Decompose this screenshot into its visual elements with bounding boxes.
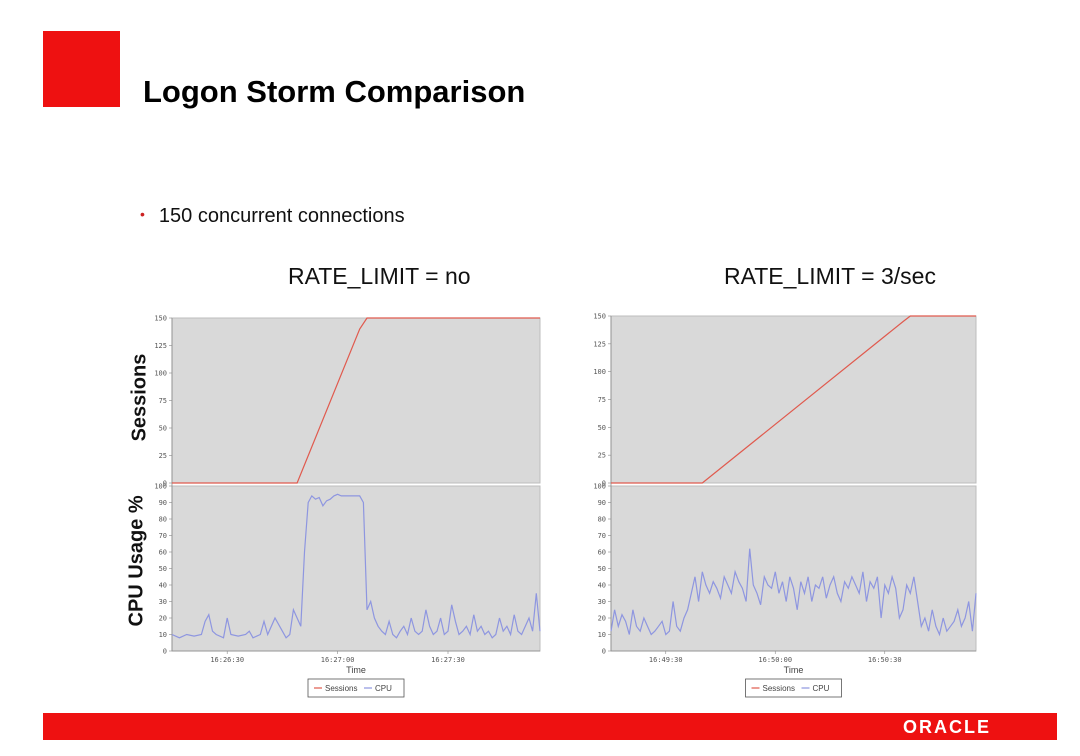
cpu-y-tick-label: 30 xyxy=(159,598,167,606)
bullet-item: • 150 concurrent connections xyxy=(140,205,405,228)
left-chart-title: RATE_LIMIT = no xyxy=(288,263,471,289)
cpu-y-tick-label: 10 xyxy=(159,631,167,639)
legend-label: Sessions xyxy=(763,684,795,693)
sessions-y-tick-label: 100 xyxy=(593,368,606,376)
x-tick-label: 16:26:30 xyxy=(210,656,244,664)
cpu-y-tick-label: 40 xyxy=(159,582,167,590)
cpu-plot-area xyxy=(610,485,977,652)
sessions-y-tick-label: 0 xyxy=(163,480,167,488)
cpu-plot-area xyxy=(171,485,541,652)
sessions-y-tick-label: 150 xyxy=(154,315,167,323)
slide-title: Logon Storm Comparison xyxy=(143,74,526,109)
x-tick-label: 16:50:00 xyxy=(758,656,792,664)
oracle-logo: ORACLE xyxy=(903,717,991,737)
cpu-y-tick-label: 100 xyxy=(154,483,167,491)
sessions-y-tick-label: 0 xyxy=(602,480,606,488)
sessions-y-tick-label: 75 xyxy=(159,397,167,405)
left-chart: 0 25 50 75 100 125 150 0 10 20 30 40 50 60 70 80 90 100 16… xyxy=(154,315,541,698)
cpu-y-tick-label: 80 xyxy=(598,516,606,524)
cpu-y-tick-label: 20 xyxy=(598,615,606,623)
sessions-y-tick-label: 100 xyxy=(154,370,167,378)
cpu-y-tick-label: 60 xyxy=(159,549,167,557)
cpu-series-line xyxy=(610,548,977,637)
sessions-plot-area xyxy=(171,317,541,484)
sessions-y-tick-label: 50 xyxy=(598,424,606,432)
sessions-y-tick-label: 150 xyxy=(593,313,606,321)
x-axis-title: Time xyxy=(784,665,804,675)
sessions-y-tick-label: 50 xyxy=(159,425,167,433)
cpu-y-tick-label: 50 xyxy=(598,565,606,573)
right-chart: 0 25 50 75 100 125 150 0 10 20 30 40 50 60 70 80 90 100 16… xyxy=(593,313,977,698)
footer-bar: ORACLE xyxy=(43,713,1057,740)
legend-label: CPU xyxy=(813,684,830,693)
cpu-y-tick-label: 0 xyxy=(163,648,167,656)
sessions-plot-area xyxy=(610,315,977,484)
cpu-series-line xyxy=(171,493,541,639)
x-axis-title: Time xyxy=(346,665,366,675)
sessions-y-tick-label: 125 xyxy=(154,342,167,350)
legend-box xyxy=(745,678,842,698)
cpu-y-tick-label: 10 xyxy=(598,631,606,639)
cpu-y-tick-label: 40 xyxy=(598,582,606,590)
legend-label: CPU xyxy=(375,684,392,693)
x-tick-label: 16:27:00 xyxy=(321,656,355,664)
cpu-y-tick-label: 90 xyxy=(159,499,167,507)
legend-label: Sessions xyxy=(325,684,357,693)
sessions-series-line xyxy=(172,317,540,484)
x-tick-label: 16:49:30 xyxy=(649,656,683,664)
cpu-y-tick-label: 70 xyxy=(598,532,606,540)
sessions-y-tick-label: 125 xyxy=(593,340,606,348)
bullet-dot-icon: • xyxy=(140,206,145,222)
cpu-y-tick-label: 80 xyxy=(159,516,167,524)
cpu-y-tick-label: 20 xyxy=(159,615,167,623)
sessions-y-tick-label: 75 xyxy=(598,396,606,404)
cpu-y-tick-label: 30 xyxy=(598,598,606,606)
cpu-y-tick-label: 70 xyxy=(159,532,167,540)
legend-box xyxy=(307,678,405,698)
cpu-y-tick-label: 90 xyxy=(598,499,606,507)
x-tick-label: 16:50:30 xyxy=(868,656,902,664)
bullet-text: 150 concurrent connections xyxy=(158,205,405,227)
cpu-y-tick-label: 0 xyxy=(602,648,606,656)
cpu-y-tick-label: 60 xyxy=(598,549,606,557)
cpu-y-tick-label: 100 xyxy=(593,483,606,491)
brand-red-square xyxy=(43,31,120,107)
sessions-series-line xyxy=(611,315,976,484)
x-tick-label: 16:27:30 xyxy=(431,656,465,664)
cpu-y-tick-label: 50 xyxy=(159,565,167,573)
right-chart-title: RATE_LIMIT = 3/sec xyxy=(724,263,936,289)
sessions-y-tick-label: 25 xyxy=(159,452,167,460)
sessions-y-tick-label: 25 xyxy=(598,452,606,460)
